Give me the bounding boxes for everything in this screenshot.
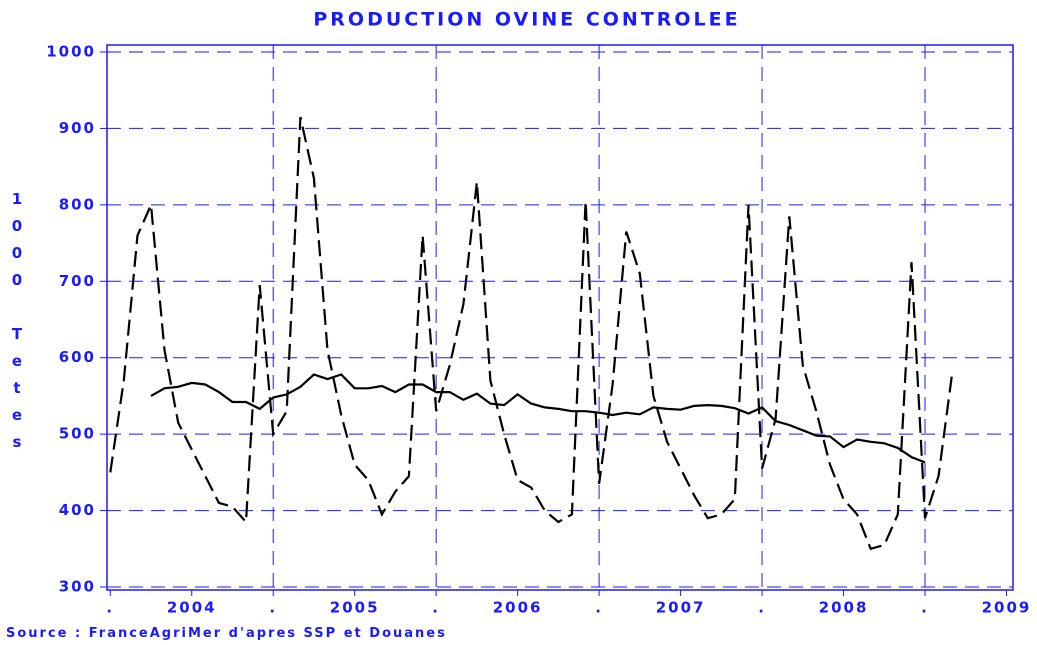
y-tick-label: 600 bbox=[59, 348, 96, 366]
x-tick-label: 2005 bbox=[330, 599, 380, 617]
y-tick-label: 1000 bbox=[46, 43, 96, 61]
chart-title: PRODUCTION OVINE CONTROLEE bbox=[313, 9, 740, 31]
x-tick-label: . bbox=[269, 599, 277, 617]
x-tick-label: 2004 bbox=[167, 599, 217, 617]
x-tick-label: 2007 bbox=[656, 599, 706, 617]
plot-frame bbox=[106, 44, 1014, 591]
x-tick-label: 2006 bbox=[493, 599, 543, 617]
y-tick-label: 800 bbox=[59, 195, 96, 213]
x-tick-label: . bbox=[595, 599, 603, 617]
y-tick-label: 900 bbox=[59, 119, 96, 137]
x-tick-label: 2009 bbox=[982, 599, 1032, 617]
solid-line bbox=[150, 373, 926, 464]
y-tick-label: 400 bbox=[59, 501, 96, 519]
x-tick-label: . bbox=[921, 599, 929, 617]
x-tick-label: . bbox=[758, 599, 766, 617]
source-note: Source : FranceAgriMer d'apres SSP et Do… bbox=[6, 626, 447, 641]
x-tick-label: . bbox=[432, 599, 440, 617]
y-tick-label: 300 bbox=[59, 578, 96, 596]
y-tick-label: 700 bbox=[59, 272, 96, 290]
x-tick-label: 2008 bbox=[819, 599, 869, 617]
y-axis-label: 1000 Tetes bbox=[8, 190, 26, 460]
y-tick-label: 500 bbox=[59, 425, 96, 443]
x-tick-label: . bbox=[106, 599, 114, 617]
dashed-line bbox=[109, 116, 954, 551]
